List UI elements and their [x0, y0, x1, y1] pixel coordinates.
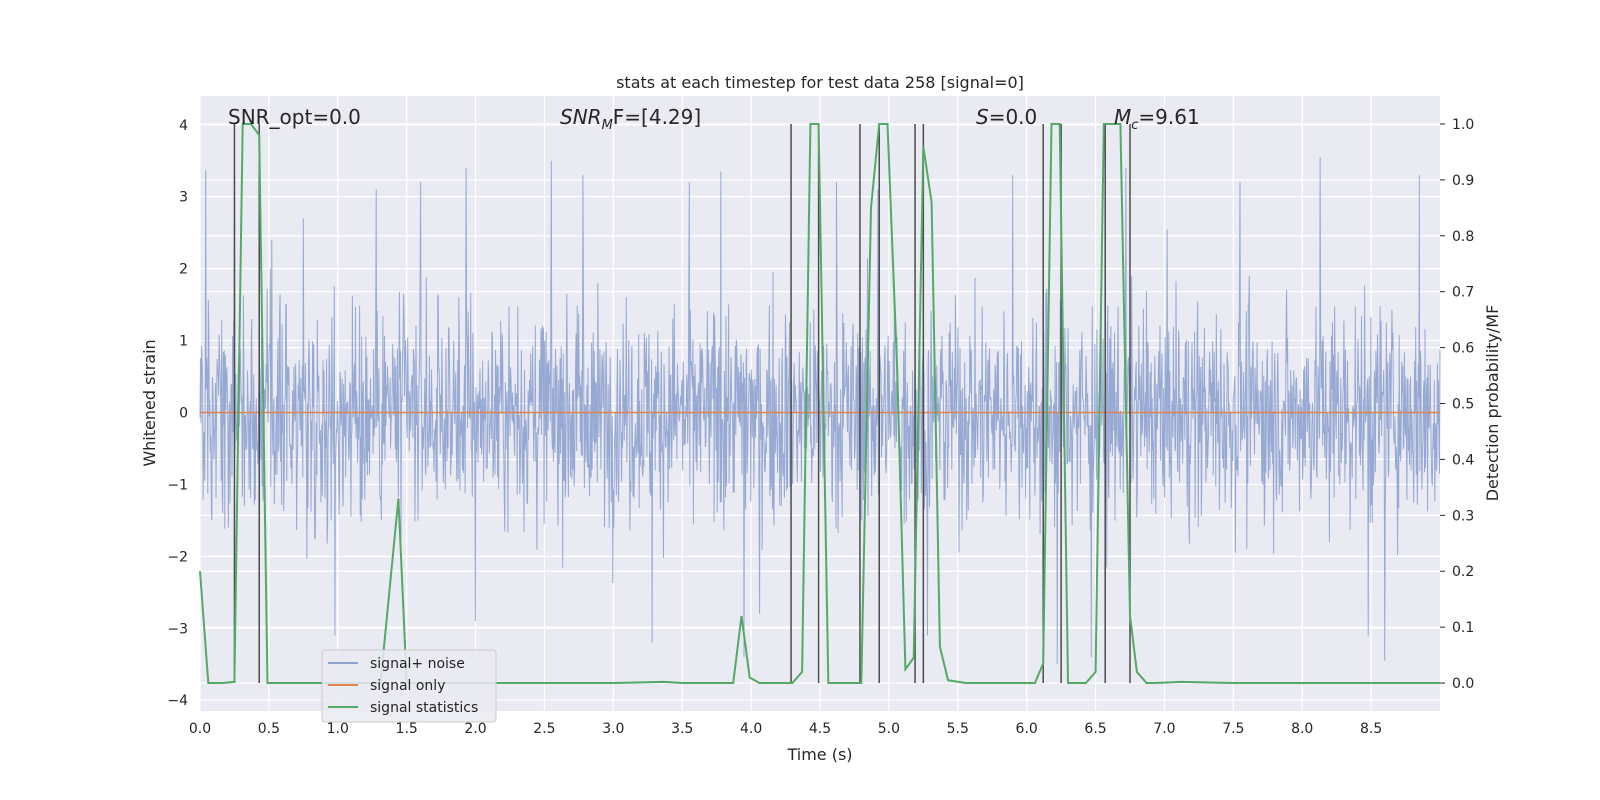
legend-label-stats: signal statistics	[370, 700, 478, 716]
y-right-tick-label: 0.5	[1452, 397, 1474, 413]
y-left-tick-label: −2	[167, 549, 188, 565]
y-left-tick-label: 3	[179, 190, 188, 206]
y-axis-label-right: Detection probability/MF	[1483, 305, 1502, 502]
x-tick-label: 7.0	[1153, 721, 1175, 737]
x-tick-label: 0.0	[189, 721, 211, 737]
y-left-tick-label: 1	[179, 334, 188, 350]
annotation-mc-subscript: c	[1131, 118, 1138, 133]
annotation-snr-mf: SNRMF=[4.29]	[560, 105, 701, 133]
y-right-tick-label: 0.0	[1452, 676, 1474, 692]
y-right-tick-labels: 1.0 0.9 0.8 0.7 0.6 0.5 0.4 0.3 0.2 0.1 0.0	[1440, 117, 1474, 692]
y-right-tick-label: 0.3	[1452, 508, 1474, 524]
y-left-tick-label: 2	[179, 262, 188, 278]
x-tick-label: 4.0	[740, 721, 762, 737]
y-axis-label-left: Whitened strain	[140, 339, 159, 466]
legend: signal+ noise signal only signal statist…	[321, 649, 497, 723]
x-axis-label: Time (s)	[786, 745, 852, 764]
annotation-snr-opt: SNR_opt=0.0	[228, 105, 361, 129]
y-right-tick-label: 1.0	[1452, 117, 1474, 133]
x-tick-label: 1.0	[327, 721, 349, 737]
x-tick-label: 6.5	[1084, 721, 1106, 737]
x-tick-label: 0.5	[258, 721, 280, 737]
y-right-tick-label: 0.6	[1452, 341, 1474, 357]
x-tick-label: 8.5	[1360, 721, 1382, 737]
y-right-tick-label: 0.1	[1452, 620, 1474, 636]
annotation-snr-mf-value: F=[4.29]	[613, 105, 701, 129]
y-right-tick-label: 0.7	[1452, 285, 1474, 301]
x-tick-label: 2.0	[464, 721, 486, 737]
x-tick-label: 6.0	[1016, 721, 1038, 737]
annotation-mc-value: =9.61	[1138, 105, 1199, 129]
x-tick-label: 8.0	[1291, 721, 1313, 737]
annotation-s-value: =0.0	[989, 105, 1038, 129]
y-right-tick-label: 0.8	[1452, 229, 1474, 245]
y-left-tick-label: −1	[167, 477, 188, 493]
annotation-snr-mf-subscript: M	[602, 118, 613, 133]
noise-series	[199, 157, 1441, 665]
annotation-snr-mf-symbol: SNR	[560, 105, 602, 129]
x-tick-label: 1.5	[396, 721, 418, 737]
y-left-tick-label: 0	[179, 405, 188, 421]
y-left-tick-label: 4	[179, 118, 188, 134]
grid	[199, 96, 1440, 711]
y-right-tick-label: 0.9	[1452, 173, 1474, 189]
chart-title: stats at each timestep for test data 258…	[616, 73, 1024, 92]
x-tick-label: 4.5	[809, 721, 831, 737]
y-left-tick-label: −4	[167, 693, 188, 709]
x-tick-label: 2.5	[533, 721, 555, 737]
annotation-mc-symbol: M	[1114, 105, 1131, 129]
x-tick-label: 7.5	[1222, 721, 1244, 737]
x-tick-labels: 0.0 0.5 1.0 1.5 2.0 2.5 3.0 3.5 4.0 4.5 5.0 5.5 6.0 6…	[189, 721, 1382, 737]
annotation-s: S=0.0	[976, 105, 1037, 129]
noise-trace	[199, 157, 1441, 665]
annotation-s-symbol: S	[976, 105, 989, 129]
legend-box	[321, 649, 497, 723]
y-right-tick-label: 0.2	[1452, 564, 1474, 580]
annotation-mc: Mc=9.61	[1114, 105, 1200, 133]
y-left-tick-label: −3	[167, 621, 188, 637]
legend-label-signal-only: signal only	[370, 678, 445, 694]
legend-label-noise: signal+ noise	[370, 656, 465, 672]
y-right-tick-label: 0.4	[1452, 452, 1474, 468]
x-tick-label: 5.0	[878, 721, 900, 737]
y-left-tick-labels: 4 3 2 1 0 −1 −2 −3 −4	[167, 118, 188, 709]
x-tick-label: 3.5	[671, 721, 693, 737]
x-tick-label: 3.0	[602, 721, 624, 737]
x-tick-label: 5.5	[947, 721, 969, 737]
